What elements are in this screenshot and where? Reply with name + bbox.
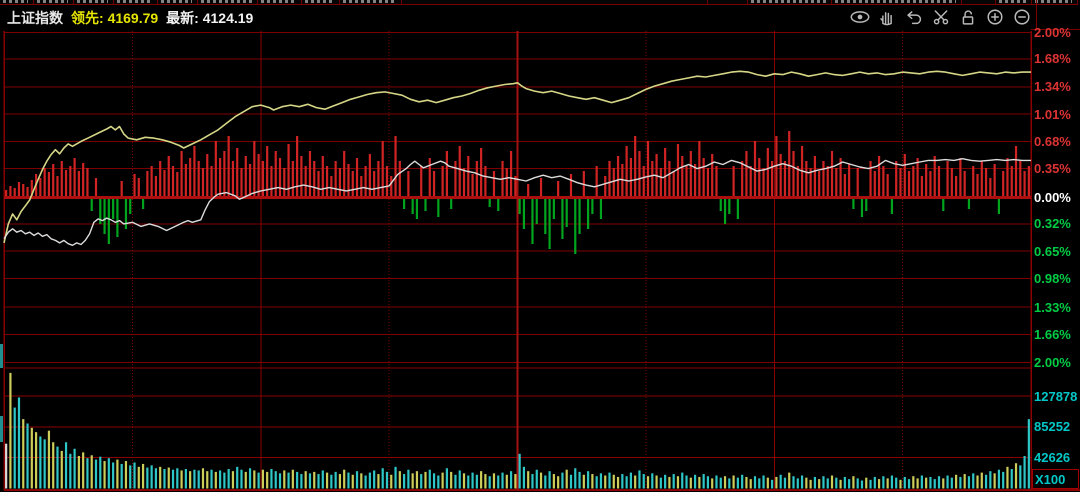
header-right-divider	[1036, 0, 1037, 30]
toolbar-tab-15[interactable]	[1032, 0, 1078, 5]
index-name: 上证指数	[7, 10, 63, 26]
last-value: 4124.19	[202, 10, 254, 26]
lead-label-value: 领先: 4169.79	[71, 10, 159, 26]
header-toolbar	[848, 7, 1033, 27]
axis-label-pct-7: 0.32%	[1034, 216, 1071, 232]
edge-artifact	[0, 344, 3, 368]
axis-label-pct-10: 1.33%	[1034, 299, 1071, 315]
axis-label-pct-0: 2.00%	[1034, 25, 1071, 40]
volume-unit-badge: X100	[1032, 469, 1079, 489]
axis-label-volume-1: 85252	[1034, 419, 1071, 435]
toolbar-tab-0[interactable]	[0, 0, 34, 5]
axis-label-pct-2: 1.34%	[1034, 79, 1071, 95]
toolbar-tab-12[interactable]	[832, 0, 962, 5]
toolbar-tab-6[interactable]	[258, 0, 302, 5]
toolbar-tab-4[interactable]	[158, 0, 198, 5]
axis-label-pct-11: 1.66%	[1034, 326, 1071, 342]
edge-artifact	[0, 416, 3, 442]
axis-label-volume-2: 42626	[1034, 450, 1071, 466]
toolbar-tab-10[interactable]	[708, 0, 748, 5]
truncated-toolbar[interactable]	[0, 0, 1080, 6]
toolbar-tab-3[interactable]	[114, 0, 158, 5]
zoom-out-icon[interactable]	[1010, 7, 1033, 27]
hand-icon[interactable]	[875, 7, 898, 27]
chart-header: 上证指数 领先: 4169.79 最新: 4124.19	[7, 7, 253, 29]
axis-top-border	[1031, 29, 1080, 30]
toolbar-tab-14[interactable]	[996, 0, 1032, 5]
toolbar-tab-11[interactable]	[748, 0, 832, 5]
axis-label-pct-5: 0.35%	[1034, 161, 1071, 177]
zoom-in-icon[interactable]	[983, 7, 1006, 27]
axis-label-pct-8: 0.65%	[1034, 243, 1071, 259]
axis-label-pct-1: 1.68%	[1034, 51, 1071, 67]
toolbar-tab-13[interactable]	[962, 0, 996, 5]
axis-label-volume-0: 127878	[1034, 388, 1078, 404]
axis-label-pct-6: 0.00%	[1034, 190, 1071, 205]
axis-label-pct-4: 0.68%	[1034, 133, 1071, 149]
toolbar-tab-2[interactable]	[74, 0, 114, 5]
axis-label-pct-9: 0.98%	[1034, 270, 1071, 286]
axis-label-pct-3: 1.01%	[1034, 106, 1071, 122]
toolbar-tab-5[interactable]	[198, 0, 258, 5]
axis-label-pct-12: 2.00%	[1034, 355, 1071, 370]
toolbar-tab-8[interactable]	[340, 0, 402, 5]
last-label-value: 最新: 4124.19	[166, 10, 254, 26]
undo-icon[interactable]	[902, 7, 925, 27]
toolbar-tab-9[interactable]	[402, 0, 708, 5]
lead-value: 4169.79	[107, 10, 159, 26]
eye-icon[interactable]	[848, 7, 871, 27]
toolbar-tab-1[interactable]	[34, 0, 74, 5]
unlock-icon[interactable]	[956, 7, 979, 27]
toolbar-tab-7[interactable]	[302, 0, 340, 5]
scissors-icon[interactable]	[929, 7, 952, 27]
